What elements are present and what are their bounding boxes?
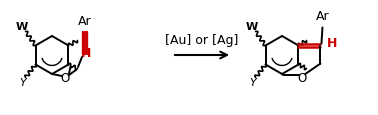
Text: Ar: Ar bbox=[316, 9, 329, 22]
Text: H: H bbox=[327, 37, 337, 50]
Text: Ar: Ar bbox=[78, 15, 92, 28]
Text: Y: Y bbox=[249, 78, 256, 88]
Text: O: O bbox=[60, 72, 70, 85]
Text: H: H bbox=[81, 47, 91, 60]
Text: W: W bbox=[15, 22, 28, 32]
Text: [Au] or [Ag]: [Au] or [Ag] bbox=[165, 34, 239, 47]
Text: Y: Y bbox=[19, 78, 26, 88]
Text: O: O bbox=[297, 71, 307, 84]
Text: W: W bbox=[245, 22, 258, 32]
